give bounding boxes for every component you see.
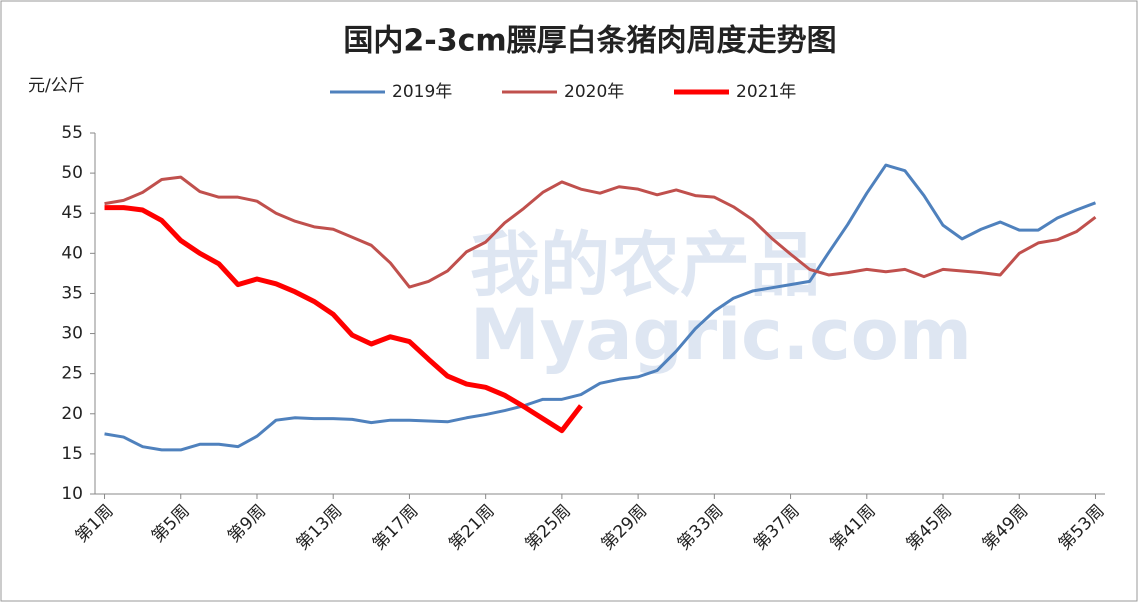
y-tick-label: 10 [61, 484, 83, 504]
legend-label: 2019年 [392, 82, 452, 102]
series-line [104, 205, 583, 434]
y-tick-label: 30 [61, 324, 83, 344]
y-tick-label: 15 [61, 444, 83, 464]
legend-label: 2021年 [736, 82, 796, 102]
y-tick-label: 55 [61, 123, 83, 143]
y-tick-label: 50 [61, 163, 83, 183]
y-axis-label: 元/公斤 [28, 76, 85, 96]
y-tick-label: 45 [61, 203, 83, 223]
y-tick-label: 35 [61, 283, 83, 303]
chart-title: 国内2-3cm膘厚白条猪肉周度走势图 [343, 24, 836, 59]
y-tick-label: 25 [61, 364, 83, 384]
legend-label: 2020年 [564, 82, 624, 102]
watermark: 我的农产品 [470, 224, 820, 306]
series-line [104, 175, 1097, 289]
series-line [104, 163, 1097, 452]
y-tick-label: 20 [61, 404, 83, 424]
y-tick-label: 40 [61, 243, 83, 263]
